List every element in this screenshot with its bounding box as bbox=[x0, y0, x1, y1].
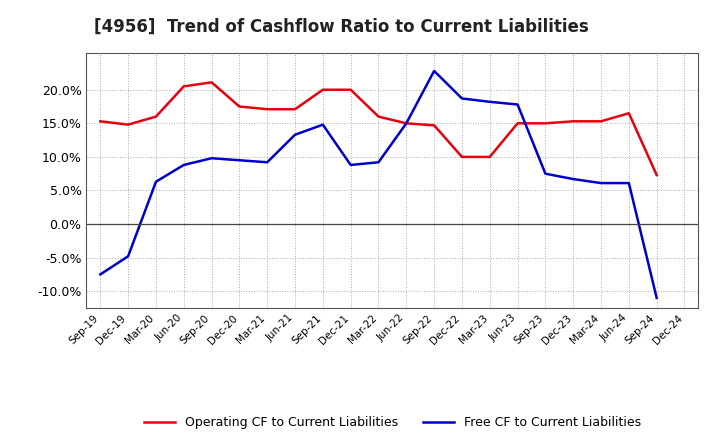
Free CF to Current Liabilities bbox=[235, 158, 243, 163]
Operating CF to Current Liabilities bbox=[458, 154, 467, 160]
Line: Operating CF to Current Liabilities: Operating CF to Current Liabilities bbox=[100, 82, 657, 175]
Legend: Operating CF to Current Liabilities, Free CF to Current Liabilities: Operating CF to Current Liabilities, Fre… bbox=[138, 411, 647, 434]
Operating CF to Current Liabilities bbox=[152, 114, 161, 119]
Operating CF to Current Liabilities bbox=[402, 121, 410, 126]
Free CF to Current Liabilities bbox=[597, 180, 606, 186]
Free CF to Current Liabilities bbox=[179, 162, 188, 168]
Operating CF to Current Liabilities bbox=[179, 84, 188, 89]
Free CF to Current Liabilities bbox=[124, 253, 132, 259]
Operating CF to Current Liabilities bbox=[652, 172, 661, 178]
Free CF to Current Liabilities bbox=[291, 132, 300, 137]
Operating CF to Current Liabilities bbox=[235, 104, 243, 109]
Free CF to Current Liabilities bbox=[513, 102, 522, 107]
Operating CF to Current Liabilities bbox=[597, 119, 606, 124]
Free CF to Current Liabilities bbox=[485, 99, 494, 104]
Free CF to Current Liabilities bbox=[458, 96, 467, 101]
Free CF to Current Liabilities bbox=[402, 121, 410, 126]
Operating CF to Current Liabilities bbox=[207, 80, 216, 85]
Line: Free CF to Current Liabilities: Free CF to Current Liabilities bbox=[100, 71, 657, 298]
Operating CF to Current Liabilities bbox=[513, 121, 522, 126]
Free CF to Current Liabilities bbox=[263, 160, 271, 165]
Free CF to Current Liabilities bbox=[346, 162, 355, 168]
Free CF to Current Liabilities bbox=[652, 295, 661, 301]
Operating CF to Current Liabilities bbox=[541, 121, 550, 126]
Operating CF to Current Liabilities bbox=[318, 87, 327, 92]
Free CF to Current Liabilities bbox=[624, 180, 633, 186]
Operating CF to Current Liabilities bbox=[374, 114, 383, 119]
Free CF to Current Liabilities bbox=[207, 156, 216, 161]
Free CF to Current Liabilities bbox=[541, 171, 550, 176]
Free CF to Current Liabilities bbox=[96, 272, 104, 277]
Free CF to Current Liabilities bbox=[152, 179, 161, 184]
Operating CF to Current Liabilities bbox=[624, 110, 633, 116]
Operating CF to Current Liabilities bbox=[569, 119, 577, 124]
Free CF to Current Liabilities bbox=[318, 122, 327, 127]
Operating CF to Current Liabilities bbox=[346, 87, 355, 92]
Operating CF to Current Liabilities bbox=[124, 122, 132, 127]
Operating CF to Current Liabilities bbox=[485, 154, 494, 160]
Operating CF to Current Liabilities bbox=[430, 123, 438, 128]
Operating CF to Current Liabilities bbox=[96, 119, 104, 124]
Operating CF to Current Liabilities bbox=[263, 106, 271, 112]
Free CF to Current Liabilities bbox=[374, 160, 383, 165]
Free CF to Current Liabilities bbox=[569, 176, 577, 182]
Free CF to Current Liabilities bbox=[430, 68, 438, 73]
Text: [4956]  Trend of Cashflow Ratio to Current Liabilities: [4956] Trend of Cashflow Ratio to Curren… bbox=[94, 18, 588, 36]
Operating CF to Current Liabilities bbox=[291, 106, 300, 112]
